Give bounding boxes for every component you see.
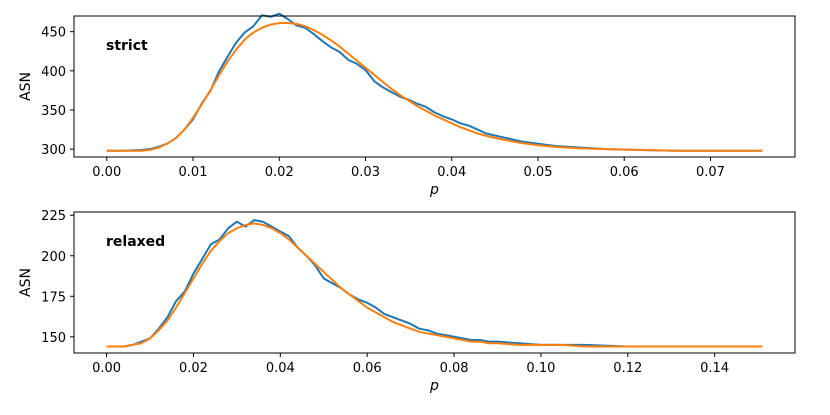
x-axis-label: p	[429, 378, 439, 394]
y-tick-label: 225	[41, 209, 66, 224]
x-tick-label: 0.08	[440, 361, 469, 376]
x-tick-label: 0.04	[437, 165, 466, 180]
y-tick-label: 400	[41, 65, 66, 80]
x-axis-label: p	[429, 182, 439, 198]
y-tick-label: 300	[41, 143, 66, 158]
x-tick-label: 0.12	[613, 361, 642, 376]
x-tick-label: 0.04	[266, 361, 295, 376]
y-tick-label: 150	[41, 331, 66, 346]
x-tick-label: 0.05	[524, 165, 553, 180]
x-tick-label: 0.00	[92, 165, 121, 180]
series-line-2	[106, 222, 763, 348]
x-tick-label: 0.14	[700, 361, 729, 376]
panel-annotation: strict	[106, 38, 148, 54]
x-tick-label: 0.06	[610, 165, 639, 180]
x-tick-label: 0.06	[353, 361, 382, 376]
y-tick-label: 175	[41, 290, 66, 305]
y-tick-label: 450	[41, 26, 66, 41]
y-axis-label: ASN	[18, 72, 34, 101]
x-tick-label: 0.07	[696, 165, 725, 180]
y-axis-label: ASN	[18, 268, 34, 297]
x-tick-label: 0.01	[179, 165, 208, 180]
series-line-2	[106, 22, 763, 152]
x-tick-label: 0.02	[179, 361, 208, 376]
x-tick-label: 0.03	[351, 165, 380, 180]
panel-2: 0.00 0.02 0.04 0.06 0.08 0.10 0.12 0.14 150 175 20…	[18, 209, 796, 394]
y-tick-label: 200	[41, 250, 66, 265]
axes-frame	[73, 211, 796, 354]
x-tick-label: 0.10	[526, 361, 555, 376]
x-tick-label: 0.02	[265, 165, 294, 180]
y-tick-label: 350	[41, 104, 66, 119]
panel-annotation: relaxed	[106, 234, 165, 250]
series-line-1	[106, 12, 763, 152]
panel-1: 0.00 0.01 0.02 0.03 0.04 0.05 0.06 0.07 300 350 40…	[18, 12, 796, 198]
axes-frame	[73, 15, 796, 158]
series-line-1	[106, 219, 763, 348]
x-tick-label: 0.00	[92, 361, 121, 376]
